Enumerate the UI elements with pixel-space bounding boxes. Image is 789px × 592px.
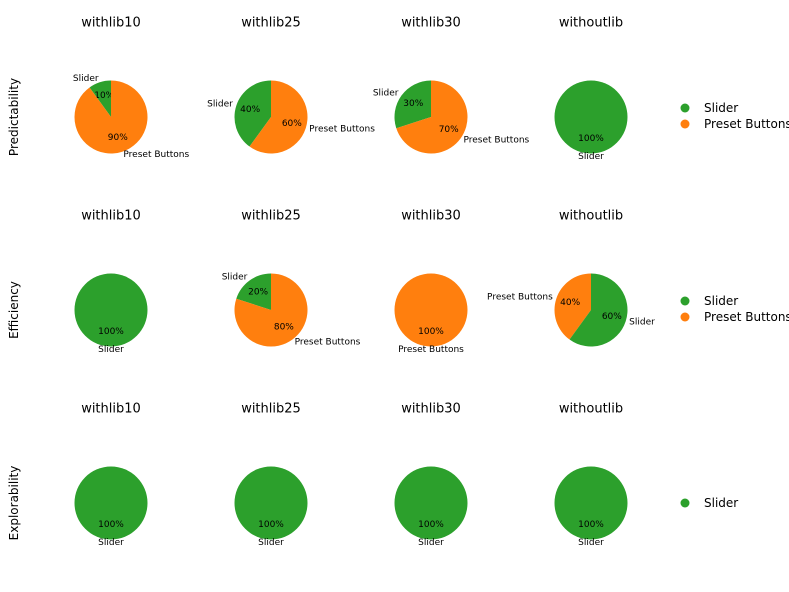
legend-marker-slider — [680, 498, 690, 508]
pie-title: withoutlib — [559, 16, 623, 31]
pie-efficiency-withlib10: withlib10 100% Slider — [74, 209, 148, 355]
pie-title: withlib30 — [401, 209, 461, 224]
pie-efficiency-withlib30: withlib30 100% Preset Buttons — [394, 209, 468, 355]
pie-title: withlib10 — [81, 209, 141, 224]
pie-explorability-withoutlib: withoutlib 100% Slider — [554, 402, 628, 548]
pie-pct-label: 40% — [560, 298, 580, 308]
row-label-predictability: Predictability — [7, 78, 21, 156]
pie-slice-label: Slider — [373, 88, 399, 98]
pie-explorability-withlib30: withlib30 100% Slider — [394, 402, 468, 548]
pie-title: withoutlib — [559, 209, 623, 224]
pie-slice-label: Preset Buttons — [295, 337, 361, 347]
pie-pct-label: 100% — [578, 520, 604, 530]
pie-pct-label: 100% — [578, 134, 604, 144]
legend-label: Slider — [704, 294, 738, 308]
pie-pct-label: 60% — [282, 119, 302, 129]
pie-predictability-withlib10: withlib10 10% Slider 90% Preset Buttons — [73, 16, 190, 161]
pie-slice-label: Preset Buttons — [398, 345, 464, 355]
legend-marker-slider — [680, 296, 690, 306]
pie-title: withlib10 — [81, 16, 141, 31]
pie-slice-label: Slider — [418, 538, 444, 548]
legend-efficiency: Slider Preset Buttons — [680, 294, 789, 324]
pie-slice-preset-buttons — [249, 80, 308, 154]
pie-pct-label: 70% — [439, 125, 459, 135]
pie-explorability-withlib25: withlib25 100% Slider — [234, 402, 308, 548]
pie-pct-label: 90% — [108, 133, 128, 143]
pie-slice-label: Preset Buttons — [487, 293, 553, 303]
pie-pct-label: 30% — [403, 99, 423, 109]
pie-slice-slider — [74, 273, 148, 347]
pie-slice-preset-buttons — [394, 273, 468, 347]
pie-pct-label: 40% — [240, 105, 260, 115]
pie-title: withlib30 — [401, 402, 461, 417]
pie-pct-label: 100% — [418, 520, 444, 530]
pie-slice-label: Slider — [98, 538, 124, 548]
pie-slice-slider — [74, 466, 148, 540]
pie-slice-label: Slider — [258, 538, 284, 548]
pie-efficiency-withlib25: withlib25 20%Slider 80%Preset Buttons — [222, 209, 361, 348]
legend-label: Preset Buttons — [704, 310, 789, 324]
pie-title: withlib25 — [241, 209, 301, 224]
legend-marker-preset-buttons — [680, 312, 690, 322]
pie-slice-label: Preset Buttons — [123, 150, 189, 160]
pie-slice-slider — [234, 466, 308, 540]
row-label-efficiency: Efficiency — [7, 281, 21, 339]
pie-slice-label: Slider — [207, 100, 233, 110]
pie-slice-label: Slider — [222, 273, 248, 283]
pie-slice-slider — [394, 80, 431, 129]
pie-title: withlib10 — [81, 402, 141, 417]
pie-pct-label: 100% — [418, 327, 444, 337]
legend-label: Preset Buttons — [704, 117, 789, 131]
pie-efficiency-withoutlib: withoutlib 40% Preset Buttons 60% Slider — [487, 209, 655, 347]
pie-predictability-withlib30: withlib30 30% Slider 70% Preset Buttons — [373, 16, 530, 154]
pie-title: withlib25 — [241, 402, 301, 417]
pie-pct-label: 20% — [248, 287, 268, 297]
pie-slice-preset-buttons — [396, 80, 468, 154]
pie-slice-preset-buttons — [554, 273, 591, 340]
pie-pct-label: 100% — [98, 520, 124, 530]
pie-pct-label: 60% — [602, 312, 622, 322]
pie-pct-label: 10% — [94, 91, 114, 101]
pie-slice-slider — [394, 466, 468, 540]
pie-slice-slider — [569, 273, 628, 347]
legend-predictability: Slider Preset Buttons — [680, 101, 789, 131]
pie-slice-label: Preset Buttons — [309, 124, 375, 134]
pie-pct-label: 100% — [98, 327, 124, 337]
pie-slice-label: Slider — [629, 317, 655, 327]
pie-slice-preset-buttons — [234, 273, 308, 347]
pie-slice-slider — [234, 80, 271, 147]
pie-title: withlib30 — [401, 16, 461, 31]
pie-slice-label: Slider — [73, 74, 99, 84]
pie-slice-label: Slider — [578, 152, 604, 162]
legend-marker-slider — [680, 103, 690, 113]
legend-label: Slider — [704, 101, 738, 115]
pie-predictability-withlib25: withlib25 40% Slider 60% Preset Buttons — [207, 16, 375, 154]
pie-pct-label: 100% — [258, 520, 284, 530]
pie-slice-label: Preset Buttons — [463, 136, 529, 146]
row-label-explorability: Explorability — [7, 466, 21, 541]
pie-pct-label: 80% — [274, 323, 294, 333]
pie-slice-slider — [554, 80, 628, 154]
legend-marker-preset-buttons — [680, 119, 690, 129]
pie-slice-slider — [89, 80, 111, 117]
pie-slice-slider — [236, 273, 271, 310]
pie-slice-preset-buttons — [74, 80, 148, 154]
pie-title: withlib25 — [241, 16, 301, 31]
pie-slice-slider — [554, 466, 628, 540]
pie-slice-label: Slider — [578, 538, 604, 548]
pie-predictability-withoutlib: withoutlib 100% Slider — [554, 16, 628, 162]
legend-explorability: Slider — [680, 496, 738, 510]
legend-label: Slider — [704, 496, 738, 510]
pie-slice-label: Slider — [98, 345, 124, 355]
pie-explorability-withlib10: withlib10 100% Slider — [74, 402, 148, 548]
pie-title: withoutlib — [559, 402, 623, 417]
